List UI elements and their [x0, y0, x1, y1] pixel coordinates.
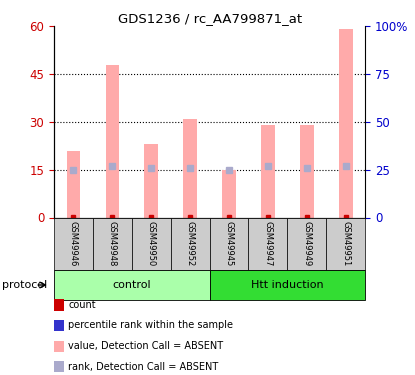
Text: GSM49945: GSM49945: [225, 221, 234, 266]
Bar: [339, 30, 353, 218]
Text: GSM49950: GSM49950: [147, 221, 156, 266]
Text: GSM49946: GSM49946: [69, 221, 78, 266]
Bar: [300, 125, 314, 218]
Bar: [105, 64, 119, 218]
Bar: [222, 170, 236, 217]
Text: GSM49947: GSM49947: [264, 221, 272, 266]
Text: protocol: protocol: [2, 280, 47, 290]
Text: rank, Detection Call = ABSENT: rank, Detection Call = ABSENT: [68, 362, 219, 372]
Text: GSM49949: GSM49949: [303, 221, 311, 266]
Text: GSM49948: GSM49948: [108, 221, 117, 266]
Text: Htt induction: Htt induction: [251, 280, 324, 290]
Text: GSM49951: GSM49951: [341, 221, 350, 266]
Bar: [144, 144, 158, 218]
Bar: [66, 150, 80, 217]
Title: GDS1236 / rc_AA799871_at: GDS1236 / rc_AA799871_at: [117, 12, 302, 25]
Text: GSM49952: GSM49952: [186, 221, 195, 266]
Bar: [261, 125, 275, 218]
Bar: [183, 118, 197, 218]
Text: percentile rank within the sample: percentile rank within the sample: [68, 321, 234, 330]
Text: count: count: [68, 300, 96, 310]
Text: value, Detection Call = ABSENT: value, Detection Call = ABSENT: [68, 341, 224, 351]
Text: control: control: [112, 280, 151, 290]
